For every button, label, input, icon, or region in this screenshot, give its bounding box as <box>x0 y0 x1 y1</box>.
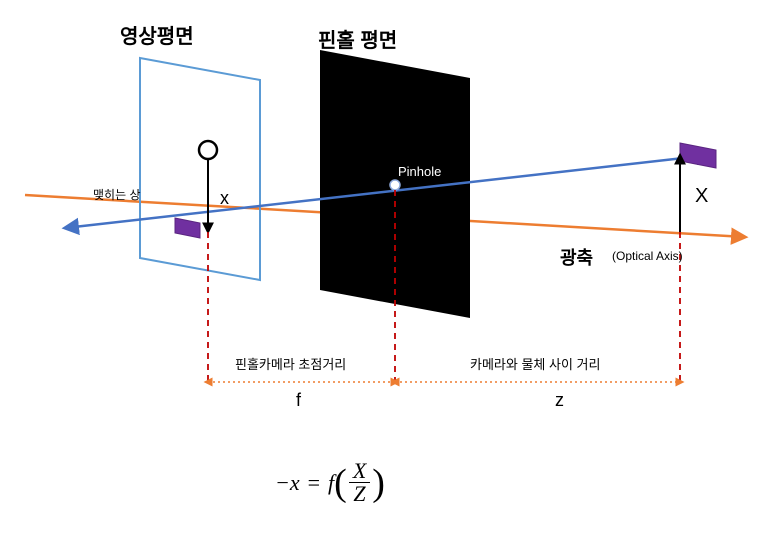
label-object-distance: 카메라와 물체 사이 거리 <box>470 354 600 373</box>
label-optical-axis: 광축 <box>560 244 593 270</box>
paren-close: ) <box>372 464 385 502</box>
source-object <box>680 143 716 168</box>
paren-open: ( <box>334 464 347 502</box>
label-optical-axis-en: (Optical Axis) <box>612 249 683 263</box>
image-plane <box>140 58 260 280</box>
pinhole-diagram <box>0 0 766 535</box>
label-z: z <box>555 390 564 411</box>
formula-eq: = <box>308 470 320 496</box>
formula: −x = f ( X Z ) <box>275 460 385 505</box>
image-center-marker <box>199 141 217 159</box>
formula-fraction: X Z <box>349 460 370 505</box>
formula-lhs: −x <box>275 470 300 496</box>
projected-object <box>175 218 200 238</box>
label-f: f <box>296 390 301 411</box>
label-pinhole-plane: 핀홀 평면 <box>318 24 397 53</box>
label-image-plane: 영상평면 <box>120 20 194 49</box>
formula-den: Z <box>349 483 369 505</box>
label-x-small: x <box>220 188 229 209</box>
label-x-big: X <box>695 185 708 208</box>
label-focal-length: 핀홀카메라 초점거리 <box>235 354 346 373</box>
label-projected-image: 맺히는 상 <box>93 186 141 203</box>
label-pinhole: Pinhole <box>398 164 441 179</box>
pinhole-dot <box>390 180 400 190</box>
formula-num: X <box>349 460 370 483</box>
